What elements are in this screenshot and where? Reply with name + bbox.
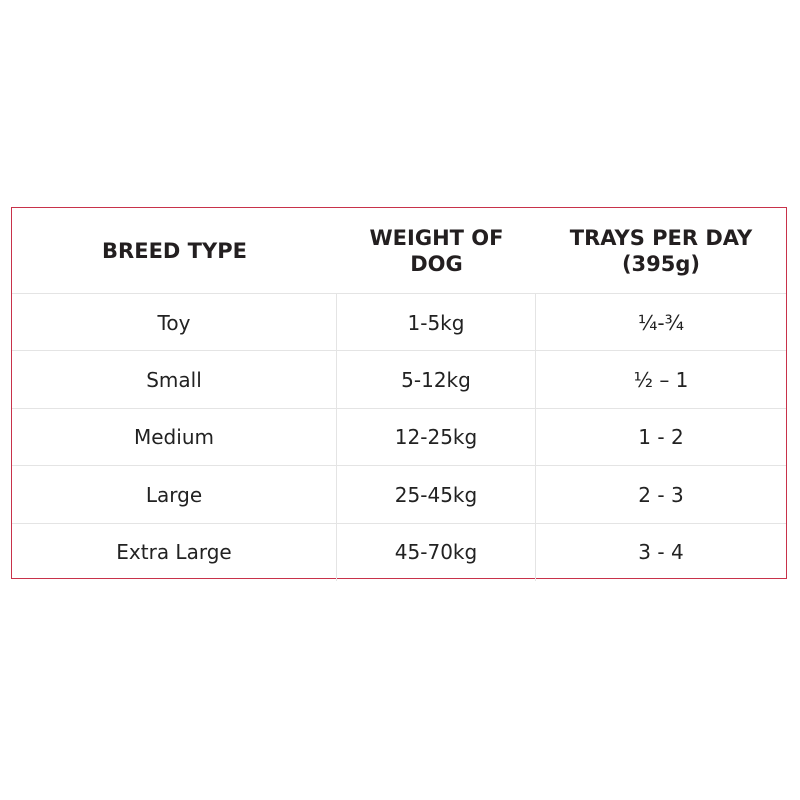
header-text: DOG	[410, 251, 463, 276]
header-text: TRAYS PER DAY	[569, 225, 753, 250]
table-cell: 1-5kg	[337, 294, 536, 352]
table-row: Large 25-45kg 2 - 3	[12, 465, 786, 524]
table-cell: ¼-¾	[638, 310, 684, 335]
header-row: BREED TYPE WEIGHT OF DOG TRAYS PER DAY (395g…	[12, 208, 786, 294]
header-text: (395g)	[621, 251, 701, 276]
table-row: Extra Large 45-70kg 3 - 4	[12, 522, 786, 581]
table-cell: 12-25kg	[337, 408, 536, 467]
table-cell: 2 - 3	[638, 482, 684, 507]
table-cell: 25-45kg	[337, 466, 536, 524]
header-cell: TRAYS PER DAY (395g)	[536, 208, 786, 293]
table-cell: Small	[12, 351, 337, 409]
table-cell: Toy	[12, 294, 337, 352]
table-cell: 1 - 2	[638, 425, 684, 450]
header-cell: BREED TYPE	[12, 208, 337, 293]
table-cell: Large	[12, 466, 337, 524]
table-row: Medium 12-25kg 1 - 2	[12, 407, 786, 467]
table-row: Small 5-12kg ½ – 1	[12, 350, 786, 409]
table-cell: ½ – 1	[633, 368, 689, 393]
table: BREED TYPE WEIGHT OF DOG TRAYS PER DAY (395g…	[11, 207, 787, 581]
header-cell: WEIGHT OF DOG	[337, 208, 536, 293]
header-text: WEIGHT OF	[369, 225, 504, 250]
table-cell: Medium	[12, 408, 337, 467]
table-cell: 45-70kg	[337, 523, 536, 581]
table-cell: Extra Large	[12, 523, 337, 581]
table-cell: 3 - 4	[638, 540, 684, 565]
header-text: BREED TYPE	[102, 238, 247, 263]
table-row: Toy 1-5kg ¼-¾	[12, 293, 786, 352]
table-cell: 5-12kg	[337, 351, 536, 409]
